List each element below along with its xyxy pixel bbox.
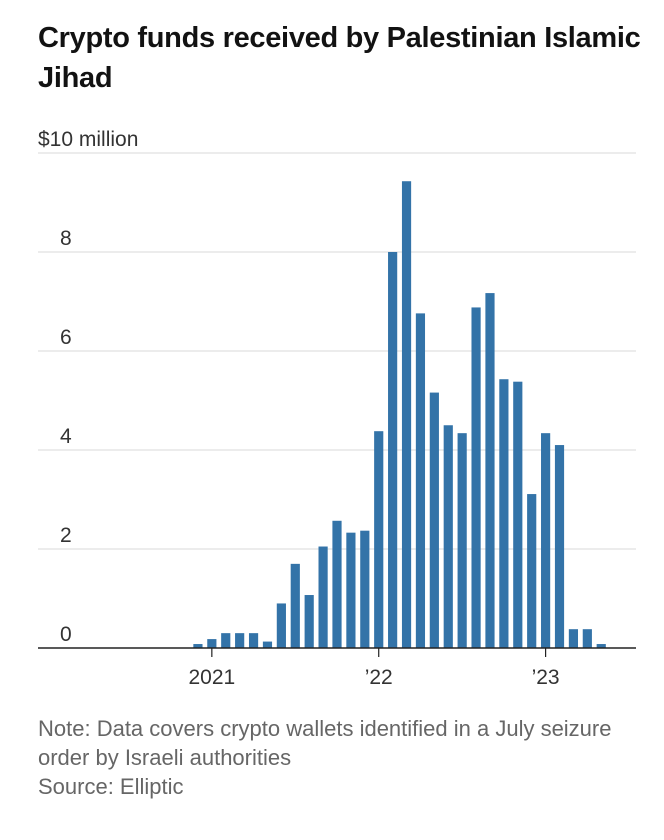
bar [221, 633, 231, 648]
bar [554, 445, 565, 648]
x-ticks: 2021 ’22 ’23 [188, 648, 560, 689]
chart-title: Crypto funds received by Palestinian Isl… [38, 22, 641, 94]
x-tick-label: 2021 [188, 666, 235, 689]
y-tick-label: 6 [60, 326, 72, 349]
bar [443, 425, 453, 648]
bar-chart: $10 million 8 6 4 2 0 2021 ’22 ’23 [38, 128, 636, 689]
bar [346, 532, 356, 648]
bar [499, 379, 509, 648]
y-tick-label: 4 [60, 425, 72, 448]
bar [582, 629, 592, 648]
bar [415, 313, 426, 648]
bar [276, 603, 286, 648]
bar [541, 433, 551, 648]
bar [568, 629, 579, 648]
bar [527, 494, 537, 648]
bars [193, 181, 606, 648]
bar [388, 252, 398, 648]
x-tick-label: ’23 [532, 666, 560, 689]
bar [304, 595, 314, 648]
bar [193, 644, 203, 648]
bar [513, 381, 523, 648]
y-tick-label: $10 million [38, 128, 138, 151]
x-tick-label: ’22 [365, 666, 393, 689]
bar [471, 307, 481, 648]
bar [318, 546, 328, 648]
bar [235, 633, 245, 648]
bar [262, 641, 273, 648]
bar [596, 644, 606, 648]
bar [360, 530, 370, 648]
bar [207, 639, 217, 648]
bar [429, 392, 439, 648]
bar [290, 563, 300, 648]
bar [332, 520, 342, 648]
note-text: Note: Data covers crypto wallets identif… [38, 716, 612, 770]
bar [248, 633, 259, 648]
source-text: Source: Elliptic [38, 774, 184, 799]
y-tick-label: 8 [60, 227, 72, 250]
bar [457, 433, 467, 648]
y-tick-labels: $10 million 8 6 4 2 0 [38, 128, 138, 646]
footnote: Note: Data covers crypto wallets identif… [38, 714, 648, 801]
bar [485, 293, 495, 648]
y-tick-label: 2 [60, 524, 72, 547]
bar [401, 181, 412, 648]
bar [374, 431, 384, 648]
y-tick-label: 0 [60, 623, 72, 646]
